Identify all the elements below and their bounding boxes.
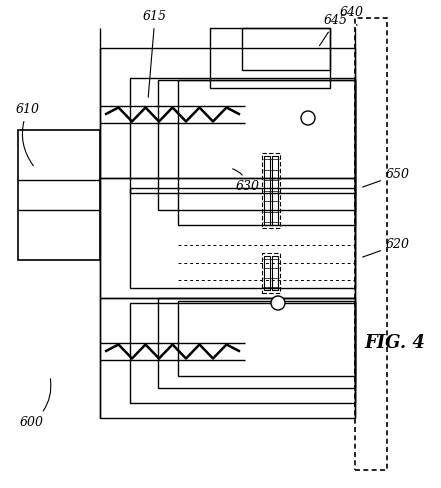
- Bar: [262, 253, 280, 293]
- Bar: [100, 298, 355, 418]
- Bar: [355, 18, 387, 470]
- Bar: [130, 188, 355, 288]
- Text: 610: 610: [16, 103, 40, 166]
- Bar: [158, 298, 355, 388]
- Text: 650: 650: [363, 168, 410, 187]
- Bar: [18, 130, 100, 260]
- Bar: [264, 156, 270, 225]
- Bar: [130, 303, 355, 403]
- Bar: [178, 301, 355, 376]
- Bar: [242, 28, 330, 70]
- Text: 645: 645: [320, 14, 348, 46]
- Bar: [210, 28, 330, 88]
- Text: 615: 615: [143, 10, 167, 97]
- Bar: [158, 80, 355, 210]
- Text: 630: 630: [233, 169, 260, 193]
- Bar: [272, 256, 278, 290]
- Bar: [262, 153, 280, 228]
- Bar: [100, 178, 355, 298]
- Text: FIG. 4: FIG. 4: [365, 334, 426, 352]
- Text: 620: 620: [363, 238, 410, 257]
- Bar: [130, 78, 355, 193]
- Bar: [264, 256, 270, 290]
- Bar: [272, 156, 278, 225]
- Bar: [100, 48, 355, 178]
- Circle shape: [271, 296, 285, 310]
- Text: 640: 640: [340, 6, 364, 25]
- Bar: [178, 80, 355, 225]
- Text: 600: 600: [20, 379, 51, 429]
- Circle shape: [301, 111, 315, 125]
